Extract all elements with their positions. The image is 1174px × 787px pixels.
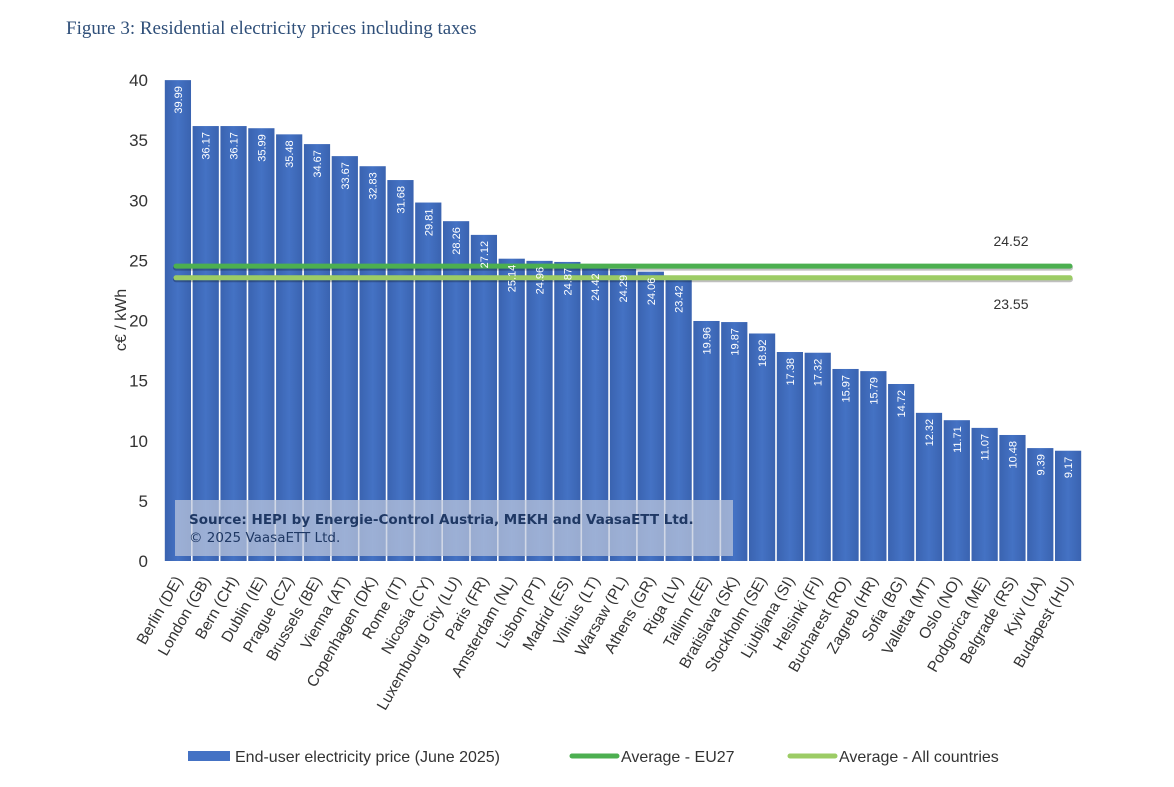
- bar: [860, 371, 887, 561]
- bar: [192, 126, 219, 561]
- bar-value-label: 36.17: [229, 132, 241, 160]
- y-tick-label: 40: [129, 71, 148, 90]
- bar-value-label: 18.92: [757, 339, 769, 367]
- bar-value-label: 11.71: [952, 426, 964, 453]
- bar: [331, 156, 358, 561]
- bar: [888, 383, 915, 561]
- bar: [220, 126, 247, 561]
- figure-title: Figure 3: Residential electricity prices…: [66, 18, 477, 39]
- source-note: Source: HEPI by Energie-Control Austria,…: [175, 500, 733, 556]
- bar-value-label: 31.68: [395, 186, 407, 214]
- bar-value-label: 10.48: [1007, 441, 1019, 469]
- bar: [943, 420, 970, 561]
- bar: [804, 352, 831, 561]
- bar-value-label: 36.17: [201, 132, 213, 160]
- bar: [303, 144, 331, 561]
- bar-value-label: 19.96: [701, 327, 713, 355]
- y-tick-label: 35: [129, 131, 148, 150]
- y-tick-label: 5: [139, 492, 148, 511]
- bar-value-label: 15.79: [868, 377, 880, 405]
- y-axis-label: c€ / kWh: [113, 289, 130, 351]
- y-tick-label: 0: [139, 552, 148, 571]
- bar-value-label: 27.12: [479, 241, 491, 269]
- bar-value-label: 11.07: [980, 434, 992, 461]
- bar: [999, 434, 1026, 561]
- bar-value-label: 14.72: [896, 390, 908, 418]
- bar-value-label: 24.96: [535, 267, 547, 295]
- average-value-label: 23.55: [993, 296, 1028, 312]
- bar-value-label: 29.81: [423, 209, 435, 237]
- bar-value-label: 23.42: [674, 285, 686, 313]
- bar: [1054, 450, 1082, 561]
- bar-value-label: 24.29: [618, 275, 630, 303]
- bar-labels-group: 39.99 36.17 36.17 35.99 35.48 34.67 33.67 32.83…: [173, 86, 1075, 478]
- bar: [248, 128, 275, 561]
- bar: [276, 134, 303, 561]
- x-axis: Berlin (DE)London (GB)Bern (CH)Dublin (I…: [134, 573, 1077, 713]
- bar-value-label: 24.87: [562, 268, 574, 296]
- bar: [832, 368, 859, 561]
- source-line: Source: HEPI by Energie-Control Austria,…: [189, 512, 694, 528]
- average-value-label: 24.52: [993, 233, 1028, 249]
- bar-value-label: 17.38: [785, 358, 797, 386]
- bar-value-label: 15.97: [841, 375, 853, 403]
- bar-value-label: 33.67: [340, 162, 352, 190]
- bar-value-label: 12.32: [924, 419, 936, 447]
- bar-value-label: 19.87: [729, 328, 741, 356]
- legend-label: Average - All countries: [839, 749, 999, 766]
- bar: [776, 352, 804, 561]
- copyright-line: © 2025 VaasaETT Ltd.: [189, 530, 341, 546]
- legend-swatch-bar: [188, 751, 230, 761]
- legend: End-user electricity price (June 2025) Av…: [188, 749, 999, 766]
- bars-group: [164, 80, 1082, 562]
- bar-value-label: 32.83: [368, 172, 380, 200]
- bar-value-label: 28.26: [451, 227, 463, 255]
- bar: [359, 166, 386, 562]
- legend-label: Average - EU27: [621, 749, 735, 766]
- bar: [164, 80, 192, 562]
- bar-value-label: 24.42: [590, 273, 602, 301]
- bar: [915, 412, 943, 561]
- y-tick-label: 15: [129, 372, 148, 391]
- y-tick-label: 25: [129, 251, 148, 270]
- legend-label: End-user electricity price (June 2025): [235, 749, 500, 766]
- bar-value-label: 25.14: [507, 265, 519, 293]
- bar-value-label: 9.39: [1035, 454, 1047, 475]
- bar-value-label: 39.99: [173, 86, 185, 114]
- bar-value-label: 17.32: [813, 359, 825, 387]
- bar: [1027, 448, 1054, 561]
- y-tick-label: 20: [129, 312, 148, 331]
- y-axis: 0 5 10 15 20 25 30 35 40: [129, 71, 148, 571]
- bar: [748, 333, 776, 561]
- bar-value-label: 9.17: [1063, 457, 1075, 478]
- bar: [971, 427, 998, 561]
- y-tick-label: 10: [129, 432, 148, 451]
- y-tick-label: 30: [129, 191, 148, 210]
- average-lines-group: 24.52 23.55: [173, 233, 1073, 312]
- bar-value-label: 24.06: [646, 278, 658, 306]
- bar-value-label: 35.99: [256, 134, 268, 162]
- bar-value-label: 34.67: [312, 150, 324, 178]
- bar-value-label: 35.48: [284, 140, 296, 168]
- bar: [387, 180, 414, 561]
